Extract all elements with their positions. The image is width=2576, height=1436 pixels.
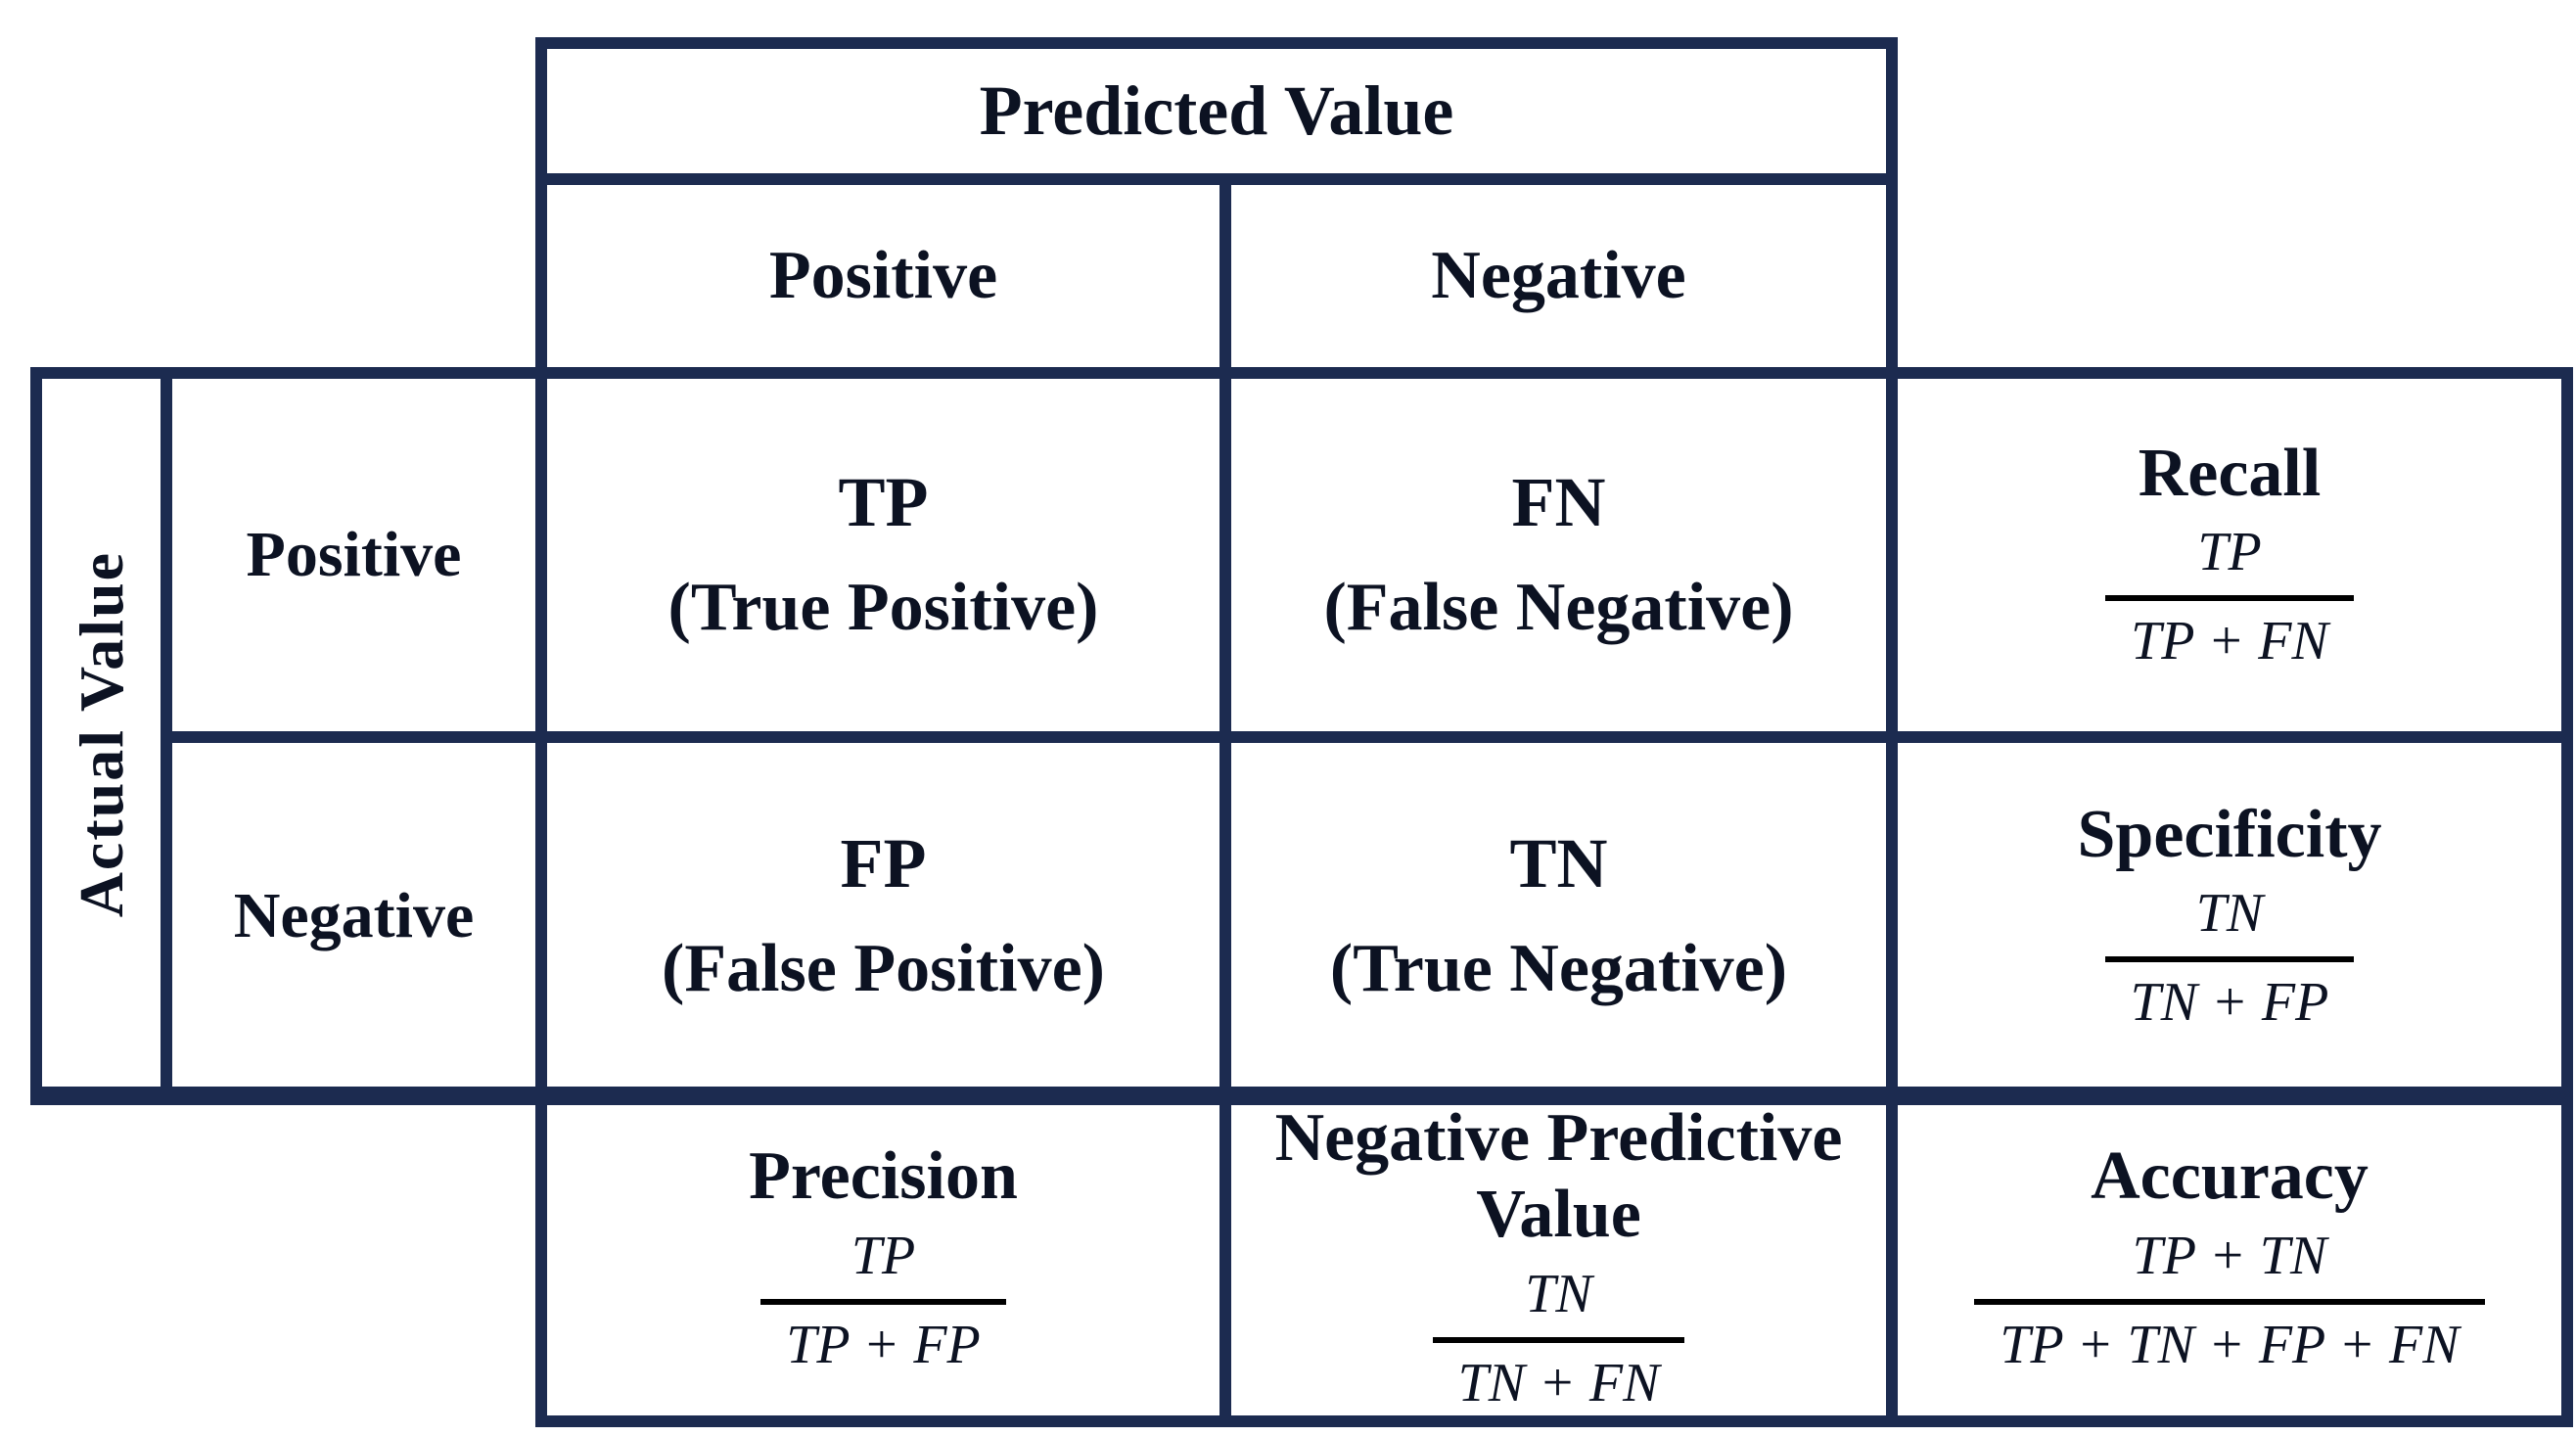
recall-formula: TP TP + FN [2105, 520, 2354, 674]
grid-line-right-of-negative-col [1886, 37, 1898, 1427]
npv-title: Negative Predictive Value [1274, 1099, 1843, 1253]
recall-cell: Recall TP TP + FN [1892, 373, 2567, 737]
accuracy-denominator: TP + TN + FP + FN [2000, 1314, 2460, 1375]
fp-full-name: (False Positive) [662, 931, 1105, 1007]
accuracy-title: Accuracy [2091, 1138, 2369, 1215]
npv-numerator: TN [1525, 1263, 1592, 1324]
recall-denominator: TP + FN [2131, 611, 2328, 672]
fn-abbr: FN [1511, 463, 1606, 542]
recall-title: Recall [2138, 435, 2322, 511]
grid-line-bottom [535, 1415, 2573, 1427]
grid-line-left-outer [30, 367, 42, 1101]
npv-formula: TN TN + FN [1432, 1262, 1685, 1416]
grid-line-actual-value-divider [161, 367, 172, 1101]
specificity-numerator: TN [2195, 883, 2264, 944]
specificity-formula: TN TN + FP [2104, 881, 2355, 1036]
grid-line-under-predicted-header [535, 173, 1898, 185]
recall-numerator: TP [2197, 522, 2262, 582]
predicted-positive-label: Positive [768, 237, 998, 313]
accuracy-numerator: TP + TN [2132, 1225, 2327, 1286]
tp-full-name: (True Positive) [667, 570, 1099, 646]
precision-cell: Precision TP TP + FP [541, 1095, 1225, 1421]
grid-line-right-outer [2561, 367, 2573, 1427]
precision-title: Precision [749, 1138, 1018, 1215]
predicted-value-header: Predicted Value [541, 43, 1892, 179]
precision-numerator: TP [851, 1225, 916, 1286]
actual-negative-label: Negative [233, 880, 475, 952]
actual-value-header: Actual Value [36, 373, 166, 1095]
specificity-cell: Specificity TN TN + FP [1892, 737, 2567, 1095]
tn-cell: TN (True Negative) [1225, 737, 1892, 1095]
grid-line-between-pred-cols [1219, 173, 1231, 1427]
specificity-fraction-bar [2104, 956, 2355, 963]
grid-line-left-of-positive-col [535, 37, 547, 1427]
actual-positive-label-cell: Positive [166, 373, 541, 737]
accuracy-fraction-bar [1974, 1298, 2485, 1305]
npv-fraction-bar [1432, 1336, 1685, 1343]
fp-cell: FP (False Positive) [541, 737, 1225, 1095]
grid-line-row2-row3 [30, 1087, 2573, 1105]
actual-value-header-label: Actual Value [66, 550, 136, 918]
grid-line-top-of-predicted-box [535, 37, 1898, 49]
tp-cell: TP (True Positive) [541, 373, 1225, 737]
predicted-value-header-label: Predicted Value [979, 71, 1454, 151]
tp-abbr: TP [838, 463, 929, 542]
precision-fraction-bar [760, 1298, 1006, 1305]
predicted-negative-label: Negative [1431, 237, 1686, 313]
fn-full-name: (False Negative) [1323, 570, 1794, 646]
fp-abbr: FP [840, 824, 927, 903]
tn-full-name: (True Negative) [1329, 931, 1788, 1007]
actual-negative-label-cell: Negative [166, 737, 541, 1095]
accuracy-cell: Accuracy TP + TN TP + TN + FP + FN [1892, 1095, 2567, 1421]
fn-cell: FN (False Negative) [1225, 373, 1892, 737]
accuracy-formula: TP + TN TP + TN + FP + FN [1974, 1224, 2485, 1378]
actual-positive-label: Positive [246, 519, 462, 591]
tn-abbr: TN [1509, 824, 1608, 903]
grid-line-row1-row2 [161, 731, 2573, 743]
specificity-denominator: TN + FP [2130, 972, 2329, 1034]
precision-formula: TP TP + FP [760, 1224, 1006, 1378]
grid-line-top-of-main-grid [30, 367, 2573, 379]
recall-fraction-bar [2105, 595, 2354, 602]
specificity-title: Specificity [2077, 796, 2382, 872]
predicted-positive-header: Positive [541, 179, 1225, 373]
predicted-negative-header: Negative [1225, 179, 1892, 373]
npv-denominator: TN + FN [1457, 1352, 1660, 1413]
precision-denominator: TP + FP [786, 1314, 981, 1375]
npv-cell: Negative Predictive Value TN TN + FN [1225, 1095, 1892, 1421]
